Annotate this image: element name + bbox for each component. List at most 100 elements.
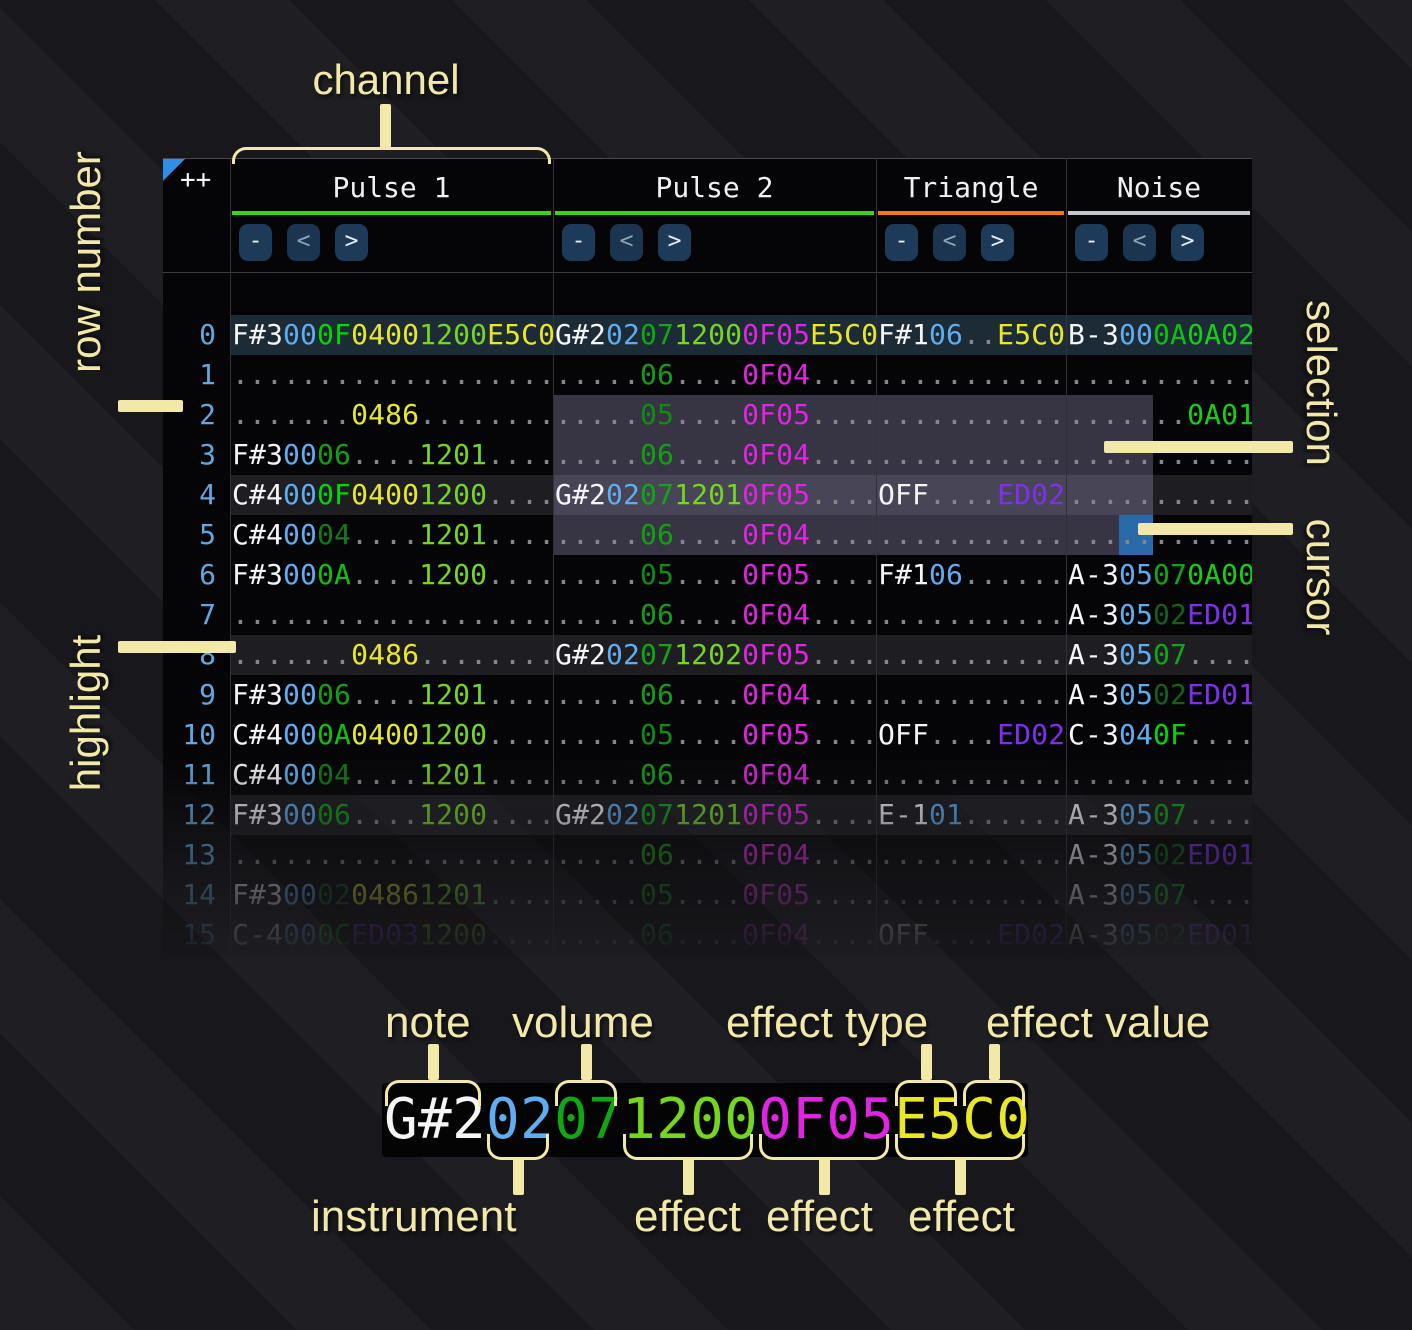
pattern-row[interactable]: ........... — [1068, 355, 1255, 395]
pattern-row[interactable]: F#30006....1200.... — [232, 795, 555, 835]
pattern-row[interactable]: .....05....0F05.... — [555, 395, 878, 435]
pattern-row[interactable]: F#3000204861201.... — [232, 875, 555, 915]
pattern-row[interactable]: F#3000A....1200.... — [232, 555, 555, 595]
pattern-row[interactable]: ........... — [878, 355, 1066, 395]
cell-segment: A-3 — [1068, 678, 1120, 711]
pattern-editor: ++ 0 1 2 3 4 5 6 7 8 9 10 11 12 13 14 15 Pulse 1- < > F#30… — [163, 158, 1255, 958]
pattern-row[interactable]: C#40004....1201.... — [232, 515, 555, 555]
pattern-row[interactable]: ................... — [232, 835, 555, 875]
pattern-row[interactable]: OFF....ED02 — [878, 715, 1066, 755]
pattern-row[interactable]: C-4000CED031200.... — [232, 915, 555, 955]
pattern-row[interactable]: .....05....0F05.... — [555, 715, 878, 755]
channel-underline-pulse-2 — [555, 211, 874, 215]
pattern-row[interactable]: .....06....0F04.... — [555, 515, 878, 555]
pattern-row[interactable]: G#2020712020F05.... — [555, 635, 878, 675]
pattern-row[interactable]: .......0486........ — [232, 395, 555, 435]
pattern-row[interactable]: OFF....ED02 — [878, 475, 1066, 515]
cell-segment: A-3 — [1068, 798, 1120, 831]
pattern-row[interactable]: ........... — [878, 395, 1066, 435]
pattern-row[interactable]: A-305070A00 — [1068, 555, 1255, 595]
pattern-row[interactable]: A-30502ED01 — [1068, 675, 1255, 715]
channel-button-prev[interactable]: < — [610, 224, 643, 261]
pattern-row[interactable]: .......0486........ — [232, 635, 555, 675]
pattern-row[interactable]: A-30502ED01 — [1068, 915, 1255, 955]
pattern-row[interactable]: .....06....0F04.... — [555, 435, 878, 475]
cell-segment: 05 — [640, 558, 675, 591]
pattern-row[interactable]: G#2020712000F05E5C0 — [555, 315, 878, 355]
row-number: 3 — [199, 438, 216, 471]
cell-segment: .... — [674, 878, 743, 911]
corner-triangle-icon — [163, 159, 185, 181]
cell-segment: .. — [963, 318, 998, 351]
pattern-row[interactable]: F#30006....1201.... — [232, 435, 556, 475]
pattern-row[interactable]: C#40004....1201.... — [232, 755, 555, 795]
pattern-row[interactable]: A-30502ED01 — [1068, 835, 1255, 875]
pattern-row[interactable]: ........... — [878, 435, 1066, 475]
pattern-row[interactable]: F#3000F04001200E5C0 — [232, 315, 556, 355]
channel-button-prev[interactable]: < — [287, 224, 320, 261]
channel-button-minus[interactable]: - — [885, 224, 918, 261]
cell-segment: E5C0 — [487, 318, 556, 351]
pattern-row[interactable]: A-30507.... — [1068, 795, 1255, 835]
row-number: 6 — [199, 558, 216, 591]
pattern-row[interactable]: .....05....0F05.... — [555, 875, 878, 915]
pattern-row[interactable]: ........... — [1068, 475, 1255, 515]
pattern-row[interactable]: .....05....0F05.... — [555, 555, 878, 595]
channel-button-next[interactable]: > — [335, 224, 368, 261]
channel-button-prev[interactable]: < — [933, 224, 966, 261]
cell-segment: G#2 — [555, 478, 607, 511]
pattern-row[interactable]: .....06....0F04.... — [555, 595, 878, 635]
channel-button-next[interactable]: > — [1171, 224, 1204, 261]
cell-segment: 00 — [283, 918, 318, 951]
cell-segment: .... — [810, 358, 879, 391]
channel-button-next[interactable]: > — [981, 224, 1014, 261]
pattern-row[interactable]: A-30502ED01 — [1068, 595, 1255, 635]
annotation-channel-label: channel — [312, 56, 460, 103]
pattern-row[interactable]: .....06....0F04.... — [555, 755, 878, 795]
pattern-row[interactable]: .......0A01 — [1068, 395, 1255, 435]
pattern-row[interactable]: ................... — [232, 355, 555, 395]
pattern-row[interactable]: E-101...... — [878, 795, 1066, 835]
pattern-row[interactable]: C#4000F04001200.... — [232, 475, 555, 515]
cell-segment: .... — [351, 518, 420, 551]
cell-segment: F#3 — [232, 678, 284, 711]
legend-bracket — [963, 1080, 1025, 1106]
pattern-row[interactable]: ................... — [232, 595, 555, 635]
pattern-row[interactable]: ........... — [878, 835, 1066, 875]
pattern-row[interactable]: OFF....ED02 — [878, 915, 1066, 955]
pattern-row[interactable]: B-3000A0A02 — [1068, 315, 1255, 355]
channel-button-next[interactable]: > — [658, 224, 691, 261]
pattern-row[interactable]: ........... — [878, 875, 1066, 915]
expand-effect-columns-button[interactable]: ++ — [180, 165, 212, 195]
pattern-row[interactable]: ........... — [878, 755, 1066, 795]
pattern-row[interactable]: ........... — [878, 515, 1066, 555]
cell-segment: .... — [929, 918, 998, 951]
pattern-row[interactable]: G#2020712010F05.... — [555, 475, 878, 515]
cell-segment: 0400 — [351, 478, 420, 511]
pattern-row[interactable]: ........... — [1068, 755, 1255, 795]
cell-segment: .... — [487, 438, 556, 471]
pattern-row[interactable]: G#2020712010F05.... — [555, 795, 878, 835]
channel-button-minus[interactable]: - — [562, 224, 595, 261]
pattern-row[interactable]: ........... — [1068, 515, 1255, 555]
pattern-row[interactable]: .....06....0F04.... — [555, 675, 878, 715]
channel-button-prev[interactable]: < — [1123, 224, 1156, 261]
pattern-row[interactable]: .....06....0F04.... — [555, 355, 879, 395]
pattern-row[interactable]: ........... — [878, 675, 1066, 715]
pattern-row[interactable]: ........... — [878, 595, 1066, 635]
pattern-row[interactable]: .....06....0F04.... — [555, 835, 878, 875]
pattern-row[interactable]: A-30507.... — [1068, 635, 1255, 675]
pattern-row[interactable]: ........... — [878, 635, 1066, 675]
pattern-row[interactable]: C#4000A04001200.... — [232, 715, 555, 755]
pattern-row[interactable]: F#106...... — [878, 555, 1066, 595]
pattern-row[interactable]: F#30006....1201.... — [232, 675, 555, 715]
pattern-row[interactable]: .....06....0F04.... — [555, 915, 878, 955]
cell-segment: OFF — [878, 478, 930, 511]
pattern-row[interactable]: A-30507.... — [1068, 875, 1255, 915]
pattern-row[interactable]: F#106..E5C0 — [878, 315, 1066, 355]
channel-button-minus[interactable]: - — [1075, 224, 1108, 261]
channel-button-minus[interactable]: - — [239, 224, 272, 261]
cell-segment: A-3 — [1068, 918, 1120, 951]
cell-segment: 0F04 — [742, 518, 811, 551]
pattern-row[interactable]: C-3040F.... — [1068, 715, 1255, 755]
